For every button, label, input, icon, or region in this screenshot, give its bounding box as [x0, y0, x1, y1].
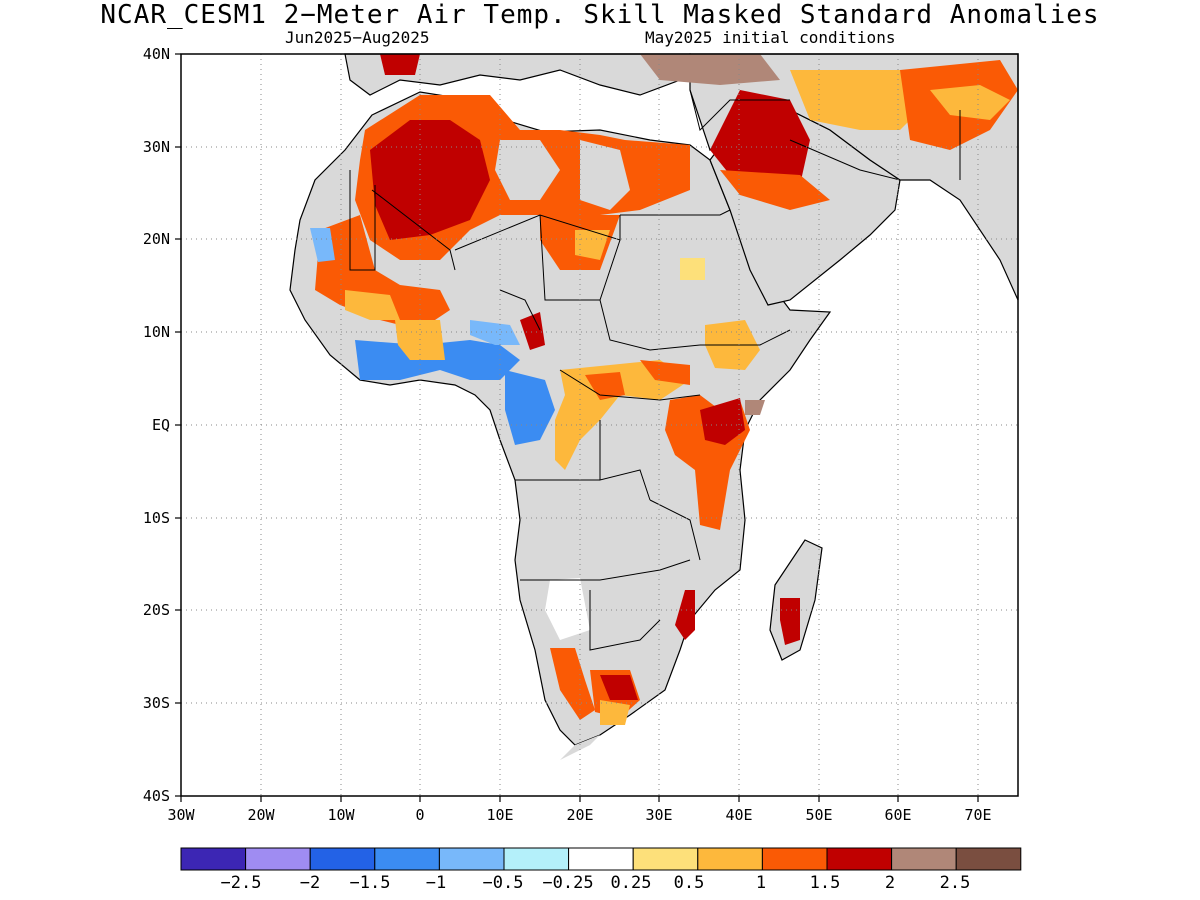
lon-label-10e: 10E: [486, 806, 514, 824]
colorbar-label: −1.5: [349, 873, 391, 893]
colorbar-swatch: [697, 847, 763, 871]
colorbar-label: −2.5: [220, 873, 262, 893]
lat-label-20n: 20N: [142, 230, 170, 248]
lat-label-30s: 30S: [142, 694, 170, 712]
lon-label-10w: 10W: [327, 806, 355, 824]
lat-label-40n: 40N: [142, 45, 170, 63]
anomaly-patches: [310, 54, 1018, 760]
lat-label-10s: 10S: [142, 509, 170, 527]
map-title: NCAR_CESM1 2−Meter Air Temp. Skill Maske…: [100, 0, 1100, 30]
colorbar-swatch: [826, 847, 893, 871]
colorbar-label: −1: [425, 873, 447, 893]
colorbar-swatch: [761, 847, 828, 871]
colorbar-swatch: [632, 847, 699, 871]
colorbar-label: 0.5: [673, 873, 705, 893]
colorbar-label: 2.5: [939, 873, 971, 893]
colorbar-swatch: [180, 847, 247, 871]
lon-label-70e: 70E: [964, 806, 992, 824]
colorbar-label: −0.25: [542, 873, 594, 893]
lat-label-20s: 20S: [142, 601, 170, 619]
colorbar-label: 0.25: [610, 873, 652, 893]
grid-lines: [181, 54, 1018, 796]
lon-label-50e: 50E: [805, 806, 833, 824]
colorbar-label: 1: [755, 873, 767, 893]
country-borders: [349, 89, 961, 651]
lon-label-20w: 20W: [247, 806, 275, 824]
colorbar-swatch: [955, 847, 1022, 871]
colorbar-swatch: [891, 847, 957, 871]
colorbar-label: −2: [299, 873, 321, 893]
lat-label-30n: 30N: [142, 138, 170, 156]
lat-label-eq: EQ: [151, 416, 170, 434]
colorbar: [180, 847, 1022, 871]
colorbar-label: 1.5: [809, 873, 841, 893]
colorbar-swatch: [568, 847, 634, 871]
colorbar-swatch: [245, 847, 311, 871]
forecast-period: Jun2025−Aug2025: [285, 28, 430, 47]
lat-label-40s: 40S: [142, 787, 170, 805]
initial-conditions: May2025 initial conditions: [645, 28, 896, 47]
lon-label-40e: 40E: [725, 806, 753, 824]
colorbar-label: −0.5: [482, 873, 524, 893]
colorbar-swatch: [309, 847, 376, 871]
lon-label-60e: 60E: [884, 806, 912, 824]
lon-label-30e: 30E: [645, 806, 673, 824]
lon-label-20e: 20E: [566, 806, 594, 824]
axis-ticks: [175, 53, 979, 802]
colorbar-swatch: [374, 847, 440, 871]
colorbar-label: 2: [884, 873, 896, 893]
lon-label-30w: 30W: [167, 806, 195, 824]
lon-label-0: 0: [415, 806, 425, 824]
lat-label-10n: 10N: [142, 323, 170, 341]
colorbar-swatch: [438, 847, 505, 871]
colorbar-swatch: [503, 847, 570, 871]
